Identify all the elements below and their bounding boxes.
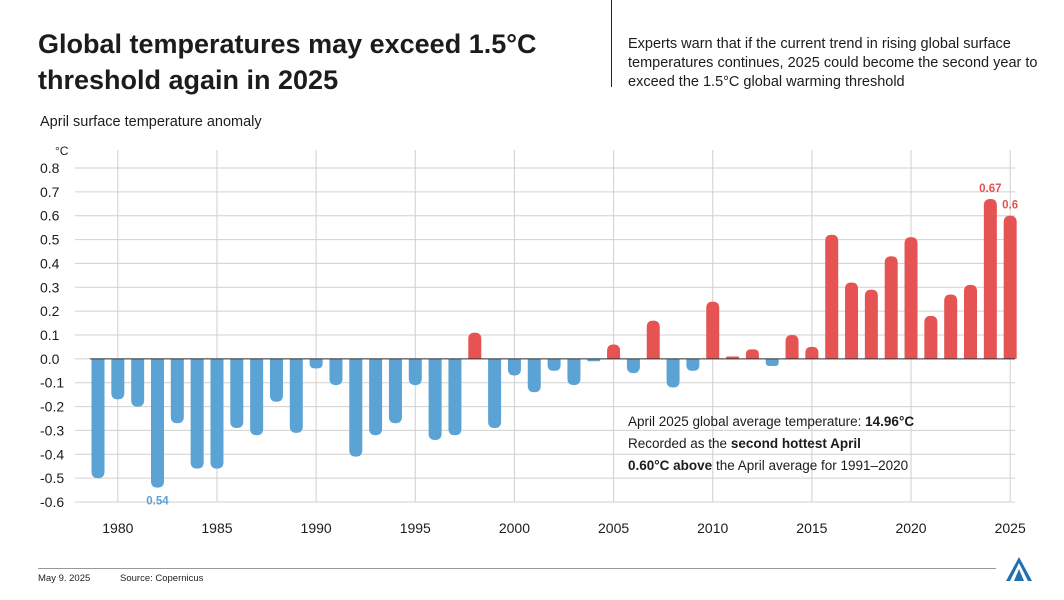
footer-source: Source: Copernicus xyxy=(120,573,204,584)
bar-2013 xyxy=(765,358,779,367)
data-labels: 0.54 0.670.6 xyxy=(146,183,1018,508)
y-tick-label: 0.0 xyxy=(40,351,60,367)
x-tick-label: 2025 xyxy=(995,520,1026,536)
y-axis-labels: 0.8 0.7 0.6 0.5 0.4 0.3 0.2 0.1 0.0 -0.1 -0.2 -0.3 -… xyxy=(40,160,64,510)
footer-divider xyxy=(38,568,996,569)
x-tick-label: 2010 xyxy=(697,520,728,536)
x-tick-label: 2005 xyxy=(598,520,629,536)
x-tick-label: 2020 xyxy=(895,520,926,536)
data-label-1982: 0.54 xyxy=(146,496,169,508)
bar-1998 xyxy=(468,332,482,359)
annotation-line-1: April 2025 global average temperature: 1… xyxy=(628,414,914,429)
bar-2023 xyxy=(964,284,978,359)
annotation-line-2: Recorded as the second hottest April xyxy=(628,436,861,451)
bar-1987 xyxy=(250,358,264,436)
y-tick-label: 0.3 xyxy=(40,279,60,295)
y-tick-label: 0.2 xyxy=(40,303,60,319)
bar-2003 xyxy=(567,358,581,386)
bar-2000 xyxy=(507,358,521,376)
bar-2001 xyxy=(527,358,541,393)
bar-2007 xyxy=(646,320,660,359)
y-tick-label: 0.6 xyxy=(40,208,60,224)
y-tick-label: 0.8 xyxy=(40,160,60,176)
bar-1991 xyxy=(329,358,343,386)
bar-1989 xyxy=(289,358,303,433)
page-title: Global temperatures may exceed 1.5°C thr… xyxy=(38,29,537,95)
bar-1981 xyxy=(131,358,145,407)
bar-1995 xyxy=(408,358,422,386)
bar-2022 xyxy=(944,294,958,359)
bar-1999 xyxy=(488,358,502,429)
data-label-2024: 0.67 xyxy=(979,183,1001,195)
y-tick-label: 0.7 xyxy=(40,184,60,200)
y-tick-label: -0.3 xyxy=(40,422,64,438)
bar-2024 xyxy=(983,199,997,359)
x-axis-labels: 1980 1985 1990 1995 2000 2005 2010 2015 2020 2025 xyxy=(102,520,1026,536)
bar-chart: 0.8 0.7 0.6 0.5 0.4 0.3 0.2 0.1 0.0 -0.1 -0.2 -0.3 -… xyxy=(40,144,1026,536)
agency-logo-icon xyxy=(1006,557,1032,581)
footer-date: May 9. 2025 xyxy=(38,573,91,584)
y-tick-label: -0.6 xyxy=(40,494,64,510)
bar-2015 xyxy=(805,346,819,359)
y-tick-label: -0.5 xyxy=(40,470,64,486)
bar-2025 xyxy=(1003,215,1017,359)
bar-2019 xyxy=(884,256,898,359)
bar-2014 xyxy=(785,335,799,359)
bar-2012 xyxy=(745,349,759,359)
annotation-line-3: 0.60°C above the April average for 1991–… xyxy=(628,458,908,473)
x-tick-label: 2000 xyxy=(499,520,530,536)
bar-1990 xyxy=(309,358,323,369)
x-tick-label: 1985 xyxy=(201,520,232,536)
bar-2018 xyxy=(864,289,878,359)
bar-2009 xyxy=(686,358,700,371)
bar-1982 xyxy=(150,358,164,488)
x-tick-label: 1990 xyxy=(301,520,332,536)
chart-bars xyxy=(90,199,1017,488)
y-tick-label: -0.1 xyxy=(40,375,64,391)
data-label-2025: 0.6 xyxy=(1002,200,1018,212)
bar-1980 xyxy=(111,358,125,400)
bar-2004 xyxy=(587,358,601,362)
bar-2010 xyxy=(706,301,720,359)
y-tick-label: 0.1 xyxy=(40,327,60,343)
y-tick-label: 0.5 xyxy=(40,232,60,248)
bar-1984 xyxy=(190,358,204,469)
x-tick-label: 1995 xyxy=(400,520,431,536)
x-tick-label: 1980 xyxy=(102,520,133,536)
y-tick-label: -0.2 xyxy=(40,399,64,415)
bar-2008 xyxy=(666,358,680,388)
bar-1983 xyxy=(170,358,184,424)
bar-1992 xyxy=(349,358,363,457)
chart-title: April surface temperature anomaly xyxy=(40,114,262,130)
header-divider xyxy=(611,0,612,87)
bar-1979 xyxy=(91,358,105,479)
y-tick-label: -0.4 xyxy=(40,446,64,462)
bar-1985 xyxy=(210,358,224,469)
bar-2020 xyxy=(904,237,918,359)
bar-1996 xyxy=(428,358,442,440)
bar-1988 xyxy=(269,358,283,402)
y-tick-label: 0.4 xyxy=(40,255,60,271)
bar-2002 xyxy=(547,358,561,371)
x-tick-label: 2015 xyxy=(796,520,827,536)
header-lede: Experts warn that if the current trend i… xyxy=(628,36,1038,90)
bar-2005 xyxy=(607,344,621,359)
chart-annotation: April 2025 global average temperature: 1… xyxy=(628,414,914,473)
bar-1986 xyxy=(230,358,244,429)
bar-2016 xyxy=(825,234,839,359)
bar-2006 xyxy=(626,358,640,374)
bar-1997 xyxy=(448,358,462,436)
bar-2011 xyxy=(726,356,740,359)
bar-1993 xyxy=(369,358,383,436)
bar-2017 xyxy=(845,282,859,359)
y-axis-unit: °C xyxy=(55,144,69,158)
bar-1994 xyxy=(388,358,402,424)
bar-2021 xyxy=(924,315,938,359)
